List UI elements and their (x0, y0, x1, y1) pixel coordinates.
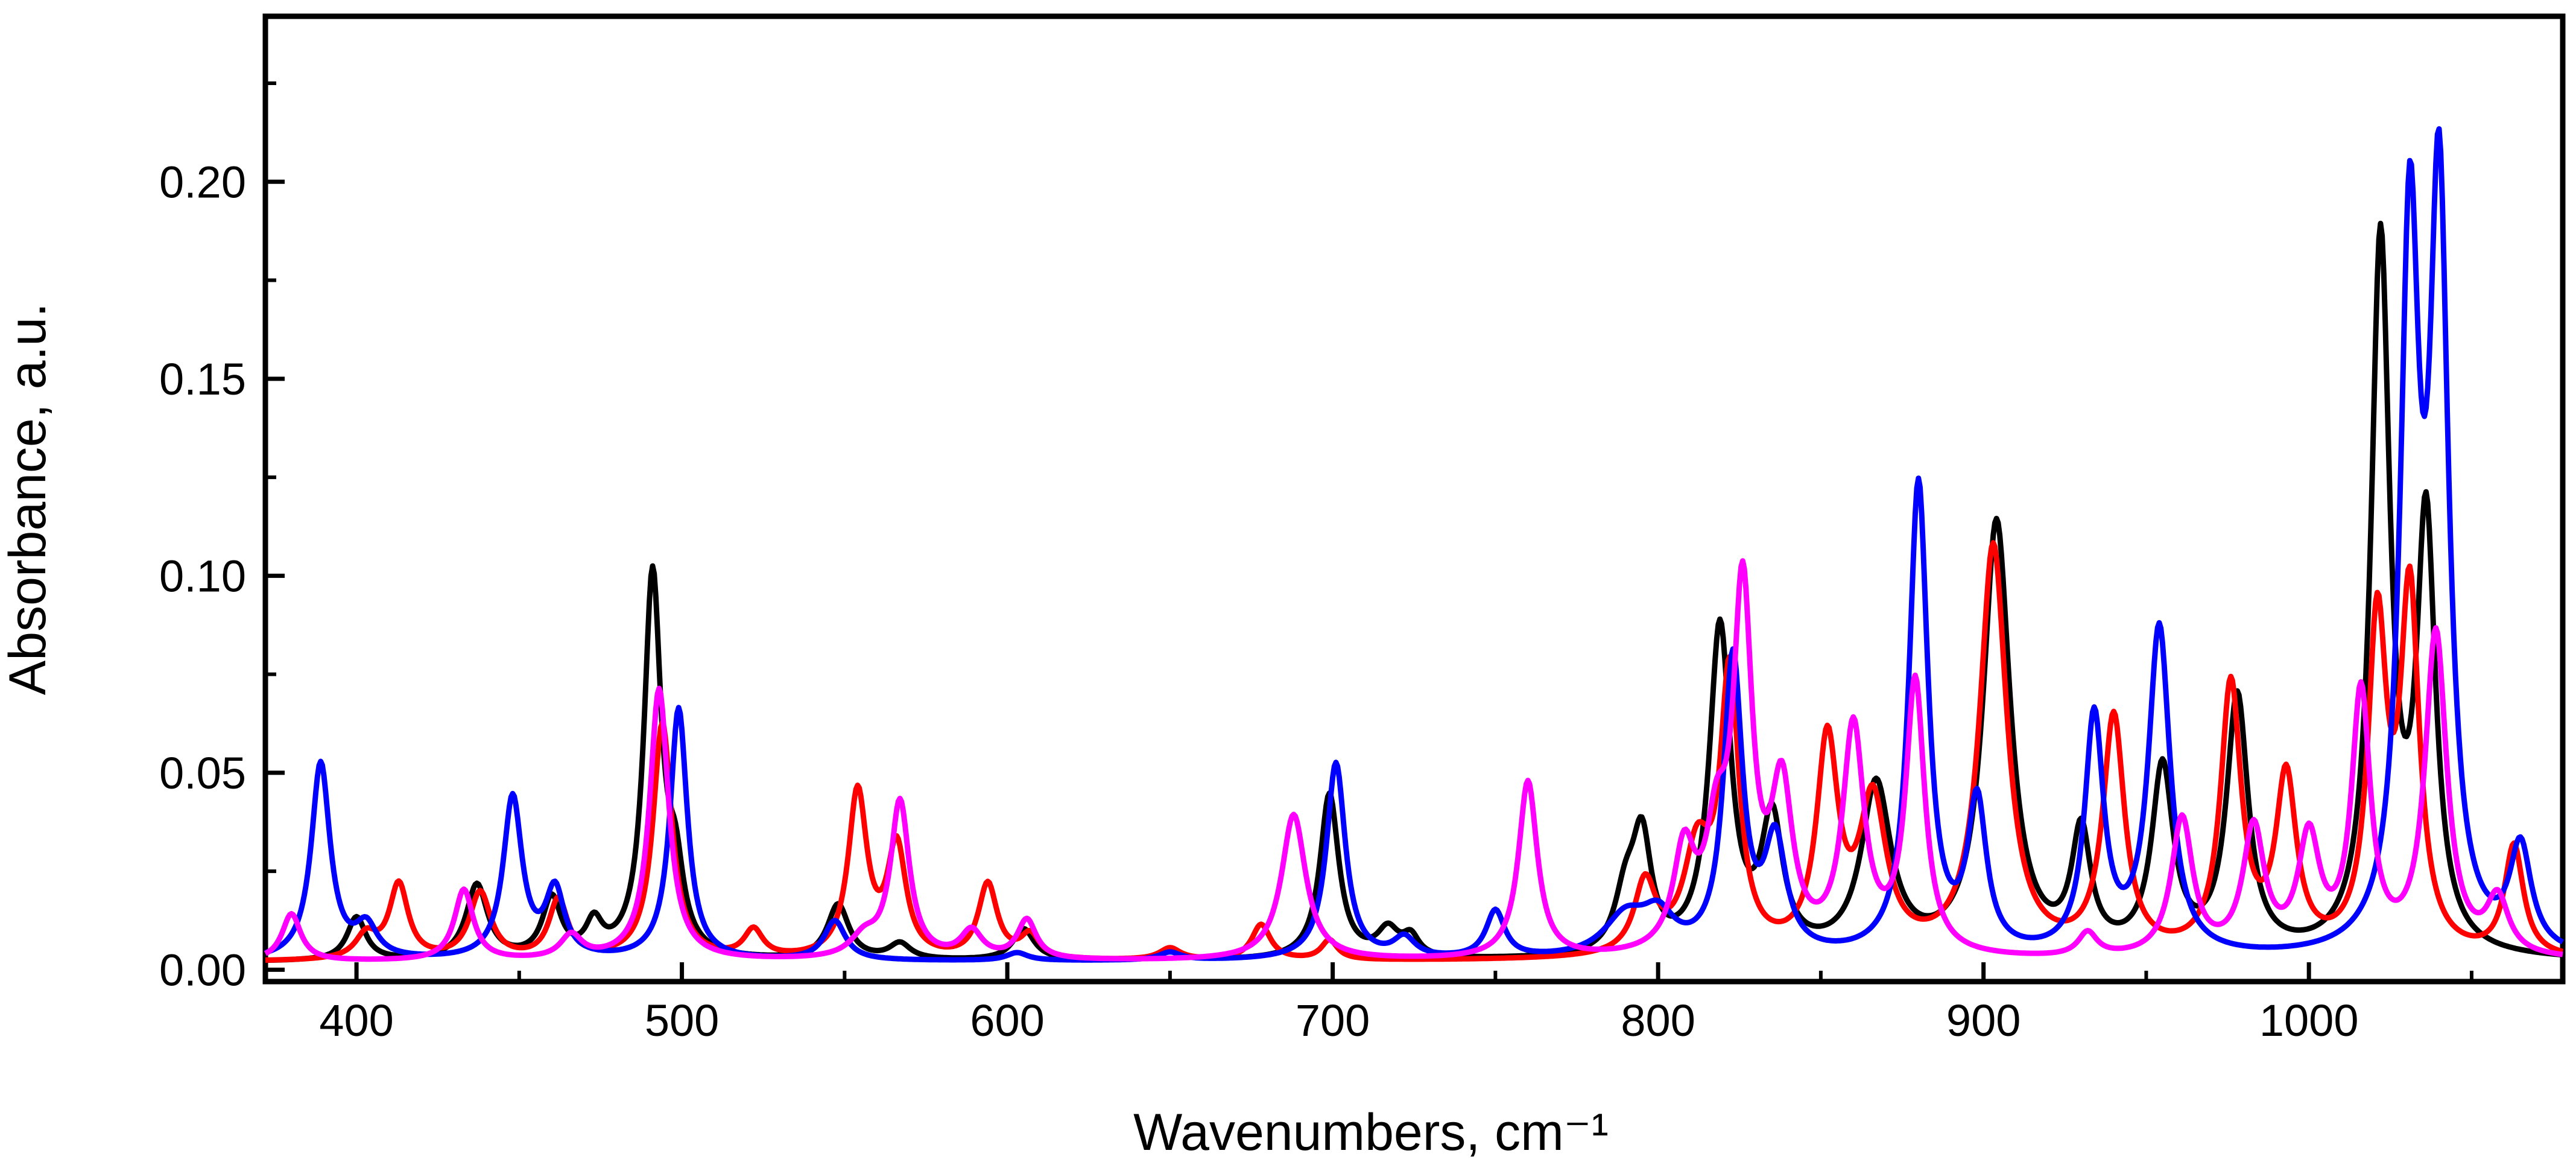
y-tick-label-3: 0.15 (159, 354, 246, 404)
y-tick-label-4: 0.20 (159, 157, 246, 207)
x-tick-label-900: 900 (1946, 995, 2021, 1046)
x-tick-label-600: 600 (970, 995, 1044, 1046)
series-line-black (264, 220, 2564, 963)
series-line-magenta (264, 558, 2564, 962)
ticks-layer: 400 500 600 700 800 900 1000 0.00 0.05 0.10 0.15 0.… (159, 81, 2473, 1046)
y-tick-label-1: 0.05 (159, 748, 246, 798)
x-tick-label-400: 400 (319, 995, 393, 1046)
x-tick-label-500: 500 (645, 995, 719, 1046)
x-tick-label-700: 700 (1296, 995, 1370, 1046)
y-tick-label-2: 0.10 (159, 551, 246, 601)
x-axis-title: Wavenumbers, cm⁻¹ (1133, 1103, 1609, 1161)
series-layer (264, 126, 2565, 963)
x-tick-label-800: 800 (1621, 995, 1695, 1046)
plot-frame (262, 13, 2566, 985)
y-tick-label-0: 0.00 (159, 945, 246, 995)
series-line-blue (264, 126, 2565, 963)
x-tick-label-1000: 1000 (2259, 995, 2359, 1046)
series-line-red (264, 540, 2564, 963)
y-axis-title: Absorbance, a.u. (0, 303, 57, 695)
